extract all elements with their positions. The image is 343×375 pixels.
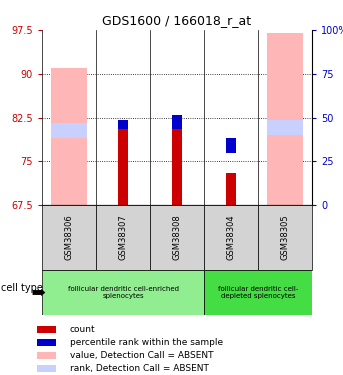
Bar: [118, 126, 128, 205]
Bar: [37, 352, 56, 359]
Title: GDS1600 / 166018_r_at: GDS1600 / 166018_r_at: [103, 15, 251, 27]
Text: follicular dendritic cell-enriched
splenocytes: follicular dendritic cell-enriched splen…: [68, 286, 178, 299]
Bar: [268, 33, 303, 205]
Bar: [118, 120, 128, 129]
Text: percentile rank within the sample: percentile rank within the sample: [70, 338, 223, 347]
Bar: [226, 138, 236, 153]
Text: GSM38307: GSM38307: [118, 214, 128, 260]
Text: GSM38306: GSM38306: [64, 214, 73, 260]
Text: count: count: [70, 325, 95, 334]
Bar: [204, 205, 258, 270]
Text: GSM38305: GSM38305: [281, 214, 289, 260]
Bar: [51, 123, 86, 138]
Text: rank, Detection Call = ABSENT: rank, Detection Call = ABSENT: [70, 364, 209, 373]
Bar: [258, 205, 312, 270]
Text: value, Detection Call = ABSENT: value, Detection Call = ABSENT: [70, 351, 213, 360]
Text: GSM38308: GSM38308: [173, 214, 181, 260]
Bar: [51, 68, 86, 205]
Bar: [37, 326, 56, 333]
Text: GSM38304: GSM38304: [226, 214, 236, 260]
Bar: [172, 129, 182, 205]
Text: cell type: cell type: [1, 283, 43, 293]
Bar: [42, 205, 96, 270]
Bar: [37, 339, 56, 346]
Text: follicular dendritic cell-
depleted splenocytes: follicular dendritic cell- depleted sple…: [218, 286, 298, 299]
Bar: [268, 120, 303, 135]
Bar: [96, 205, 150, 270]
Bar: [172, 115, 182, 129]
Bar: [204, 270, 312, 315]
Bar: [37, 365, 56, 372]
Bar: [226, 173, 236, 205]
Bar: [150, 205, 204, 270]
Bar: [42, 270, 204, 315]
